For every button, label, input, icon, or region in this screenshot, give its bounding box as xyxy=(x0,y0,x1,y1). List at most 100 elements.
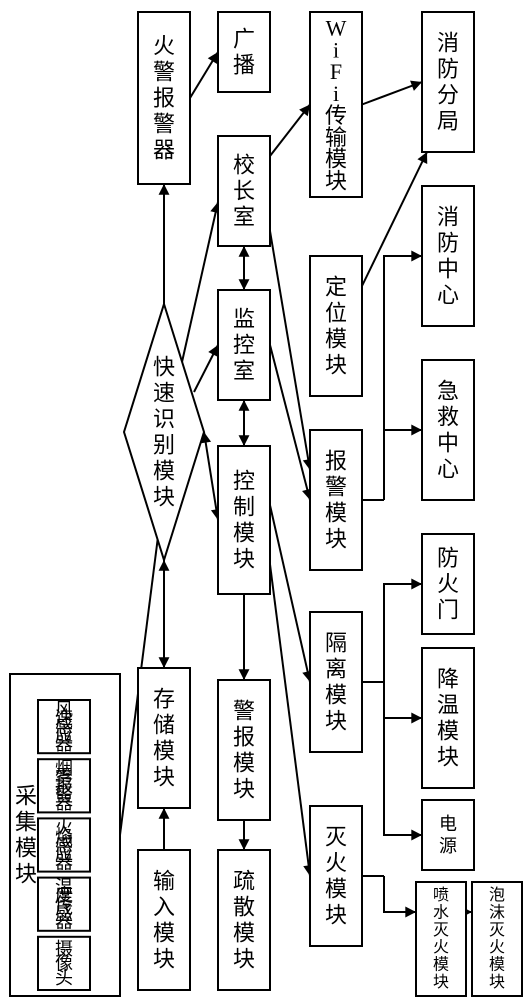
foam-node: 泡沫灭火模块 xyxy=(472,882,522,996)
svg-text:器: 器 xyxy=(55,793,73,813)
svg-text:块: 块 xyxy=(437,745,459,770)
svg-text:广: 广 xyxy=(233,27,255,52)
svg-text:定: 定 xyxy=(325,275,347,300)
svg-text:防: 防 xyxy=(437,546,459,571)
svg-text:沫: 沫 xyxy=(489,904,505,922)
svg-text:快: 快 xyxy=(153,355,175,380)
svg-text:模: 模 xyxy=(153,459,175,484)
svg-text:器: 器 xyxy=(55,852,73,872)
svg-text:块: 块 xyxy=(153,947,175,972)
svg-text:降: 降 xyxy=(437,667,459,692)
svg-text:块: 块 xyxy=(153,485,175,510)
cooling-node: 降温模块 xyxy=(422,648,474,788)
svg-text:消: 消 xyxy=(437,205,459,230)
svg-text:水: 水 xyxy=(433,904,449,922)
svg-text:块: 块 xyxy=(233,947,255,972)
svg-text:块: 块 xyxy=(325,903,347,928)
svg-text:位: 位 xyxy=(325,301,347,326)
svg-text:块: 块 xyxy=(153,765,175,790)
svg-text:模: 模 xyxy=(233,521,255,546)
svg-text:块: 块 xyxy=(325,353,347,378)
fire_alarm-node: 火警报警器 xyxy=(138,12,190,184)
extinguish-node: 灭火模块 xyxy=(310,806,362,946)
svg-text:别: 别 xyxy=(153,433,175,458)
broadcast-node: 广播 xyxy=(218,12,270,92)
svg-text:火: 火 xyxy=(153,34,175,59)
storage-node: 存储模块 xyxy=(138,668,190,808)
wifi-node: WiFi传输模块 xyxy=(310,12,362,197)
svg-text:室: 室 xyxy=(233,205,255,230)
alert-node: 警报模块 xyxy=(218,680,270,820)
fire_branch-node: 消防分局 xyxy=(422,12,474,152)
svg-text:模: 模 xyxy=(325,501,347,526)
svg-text:器: 器 xyxy=(153,138,175,163)
svg-text:速: 速 xyxy=(153,381,175,406)
svg-text:分: 分 xyxy=(437,83,459,108)
svg-text:输: 输 xyxy=(153,869,175,894)
svg-text:防: 防 xyxy=(437,231,459,256)
svg-text:块: 块 xyxy=(325,709,347,734)
svg-text:火: 火 xyxy=(437,572,459,597)
svg-text:报: 报 xyxy=(233,725,255,750)
alarm_mod-node: 报警模块 xyxy=(310,430,362,570)
svg-text:模: 模 xyxy=(153,921,175,946)
svg-text:散: 散 xyxy=(233,895,255,920)
svg-text:识: 识 xyxy=(153,407,175,432)
svg-text:警: 警 xyxy=(325,475,347,500)
svg-text:室: 室 xyxy=(233,359,255,384)
svg-text:警: 警 xyxy=(233,699,255,724)
svg-text:离: 离 xyxy=(325,657,347,682)
svg-text:火: 火 xyxy=(489,939,505,956)
svg-text:模: 模 xyxy=(325,683,347,708)
svg-text:中: 中 xyxy=(437,257,459,282)
svg-text:警: 警 xyxy=(153,112,175,137)
svg-text:模: 模 xyxy=(489,956,505,974)
svg-text:防: 防 xyxy=(437,57,459,82)
svg-text:采: 采 xyxy=(15,784,37,809)
svg-text:块: 块 xyxy=(325,527,347,552)
svg-text:模: 模 xyxy=(233,921,255,946)
control-node: 控制模块 xyxy=(218,446,270,594)
svg-text:存: 存 xyxy=(153,687,175,712)
svg-text:局: 局 xyxy=(437,109,459,134)
svg-text:储: 储 xyxy=(153,713,175,738)
svg-text:校: 校 xyxy=(233,153,255,178)
svg-text:长: 长 xyxy=(233,179,255,204)
svg-text:模: 模 xyxy=(433,956,449,974)
fire_center-node: 消防中心 xyxy=(422,186,474,326)
svg-text:监: 监 xyxy=(233,307,255,332)
svg-text:心: 心 xyxy=(437,457,459,482)
svg-text:头: 头 xyxy=(55,968,73,988)
svg-text:块: 块 xyxy=(489,973,505,991)
fire_door-node: 防火门 xyxy=(422,534,474,634)
input-node: 输入模块 xyxy=(138,850,190,990)
svg-text:疏: 疏 xyxy=(233,869,255,894)
svg-text:模: 模 xyxy=(233,751,255,776)
svg-text:灭: 灭 xyxy=(489,922,505,939)
monitor-node: 监控室 xyxy=(218,290,270,400)
svg-text:温: 温 xyxy=(437,693,459,718)
svg-text:警: 警 xyxy=(153,60,175,85)
isolation-node: 隔离模块 xyxy=(310,612,362,752)
svg-text:中: 中 xyxy=(437,431,459,456)
quick-recognition-node: 快速识别模块 xyxy=(124,304,204,560)
principal-node: 校长室 xyxy=(218,136,270,246)
collection-module-node: 采集模块风速感应器烟雾报警器火焰感应器温度传感器摄像头 xyxy=(10,674,120,996)
svg-text:喷: 喷 xyxy=(433,886,449,904)
svg-text:块: 块 xyxy=(15,862,37,887)
svg-text:泡: 泡 xyxy=(489,886,505,904)
svg-text:器: 器 xyxy=(55,911,73,931)
svg-text:电: 电 xyxy=(439,814,457,834)
svg-text:模: 模 xyxy=(15,836,37,861)
evac-node: 疏散模块 xyxy=(218,850,270,990)
water-node: 喷水灭火模块 xyxy=(416,882,466,996)
svg-text:集: 集 xyxy=(15,810,37,835)
svg-text:隔: 隔 xyxy=(325,631,347,656)
svg-text:火: 火 xyxy=(325,851,347,876)
svg-text:火: 火 xyxy=(433,939,449,956)
svg-text:器: 器 xyxy=(55,734,73,754)
svg-text:报: 报 xyxy=(153,86,175,111)
svg-text:灭: 灭 xyxy=(325,825,347,850)
svg-text:门: 门 xyxy=(437,598,459,623)
svg-text:模: 模 xyxy=(325,327,347,352)
